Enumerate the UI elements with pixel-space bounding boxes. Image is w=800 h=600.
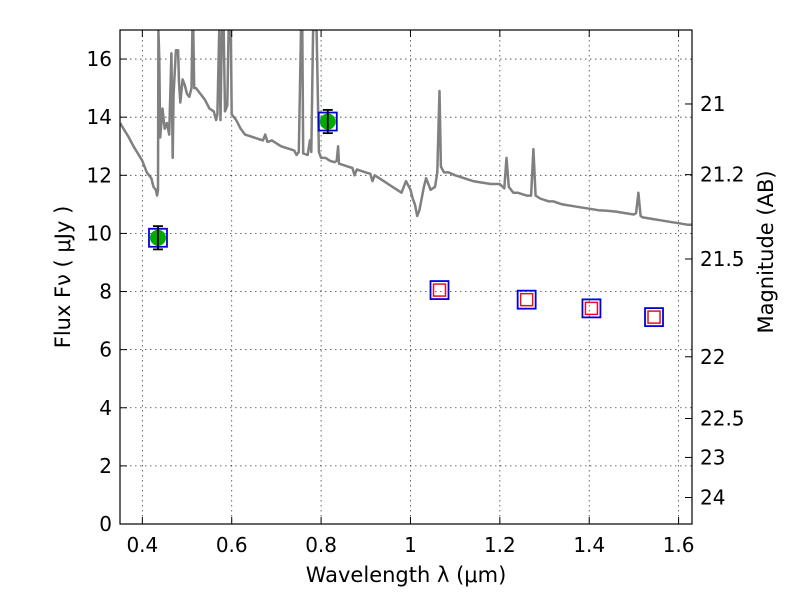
model-flux-box	[584, 301, 599, 316]
x-tick-label: 0.6	[216, 533, 248, 557]
photometry-box	[581, 298, 602, 319]
y2-tick-label: 24	[700, 485, 725, 509]
y-tick-label: 8	[99, 280, 112, 304]
y2-tick-label: 23	[700, 445, 725, 469]
y-tick-label: 4	[99, 396, 112, 420]
model-flux-box	[432, 283, 447, 297]
y2-tick-label: 22	[700, 345, 725, 369]
y-axis-label: Flux Fν ( μJy )	[51, 206, 75, 349]
y-tick-label: 10	[87, 221, 112, 245]
marker-layer	[148, 109, 664, 328]
x-tick-label: 0.4	[126, 533, 158, 557]
y2-axis-label: Magnitude (AB)	[754, 170, 778, 333]
y2-tick-label: 21.5	[700, 247, 745, 271]
y-tick-label: 14	[87, 105, 112, 129]
template-spectrum-line	[120, 30, 692, 226]
x-tick-label: 1.6	[663, 533, 695, 557]
photometry-box	[644, 307, 664, 328]
y2-tick-label: 22.5	[700, 406, 745, 430]
y2-tick-label: 21	[700, 92, 725, 116]
grid-layer	[120, 30, 692, 525]
photometry-box	[516, 289, 537, 310]
spectrum-layer	[120, 30, 692, 226]
model-flux-box	[647, 310, 661, 324]
x-tick-label: 1.4	[573, 533, 605, 557]
y2-tick-label: 21.2	[700, 163, 745, 187]
photometry-box	[429, 280, 450, 300]
plot-frame	[119, 29, 693, 525]
x-tick-label: 1	[404, 533, 417, 557]
x-axis-label: Wavelength λ (μm)	[306, 563, 507, 587]
y-tick-label: 6	[99, 338, 112, 362]
y-tick-label: 0	[99, 512, 112, 536]
tick-layer: 0.4 0.6 0.8 1 1.2 1.4 1.602468101214162121.221…	[87, 30, 745, 557]
x-tick-label: 0.8	[305, 533, 337, 557]
x-tick-label: 1.2	[484, 533, 516, 557]
y-tick-label: 12	[87, 163, 112, 187]
model-flux-box	[519, 292, 534, 307]
y-tick-label: 2	[99, 454, 112, 478]
y-tick-label: 16	[87, 47, 112, 71]
